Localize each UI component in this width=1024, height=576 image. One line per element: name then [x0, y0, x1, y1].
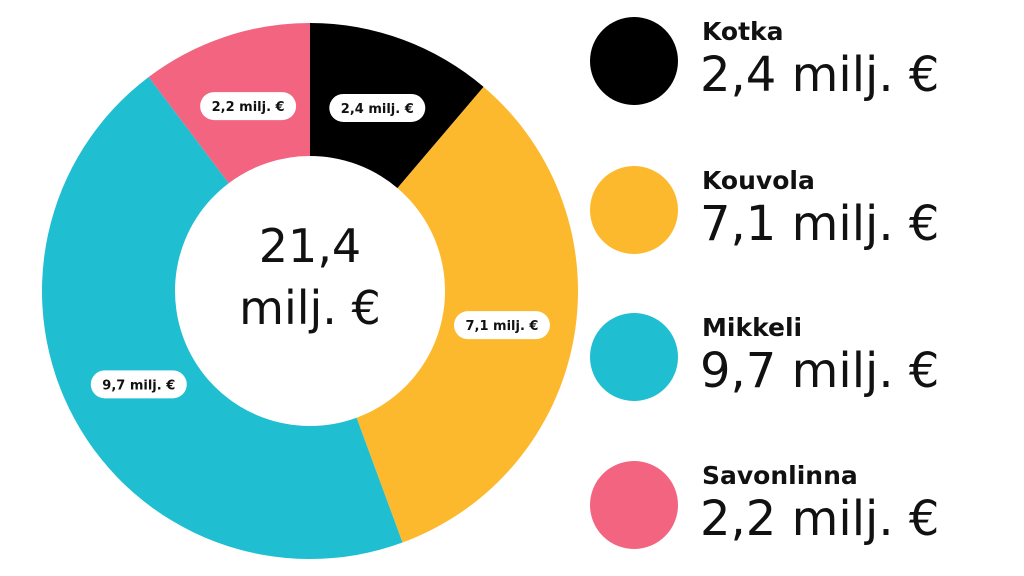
data-label-pill — [90, 370, 187, 399]
total-unit: milj. € — [239, 281, 381, 335]
legend-swatch — [590, 17, 678, 105]
legend-item-kouvola: Kouvola 7,1 milj. € — [590, 166, 1010, 266]
legend-value: 9,7 milj. € — [700, 343, 940, 399]
legend-name: Kouvola — [702, 166, 815, 195]
data-label-pill — [329, 93, 426, 122]
data-label-text: 7,1 milj. € — [465, 319, 538, 334]
legend-name: Kotka — [702, 17, 784, 46]
legend-swatch — [590, 313, 678, 401]
legend-item-kotka: Kotka 2,4 milj. € — [590, 17, 1010, 117]
data-label-pill — [200, 92, 297, 121]
total-label: 21,4 milj. € — [175, 215, 445, 339]
data-label: 2,2 milj. € — [200, 92, 297, 121]
data-label-text: 9,7 milj. € — [102, 378, 175, 393]
legend-item-mikkeli: Mikkeli 9,7 milj. € — [590, 313, 1010, 413]
legend-item-savonlinna: Savonlinna 2,2 milj. € — [590, 461, 1010, 561]
legend-value: 7,1 milj. € — [700, 196, 940, 252]
total-value: 21,4 — [258, 219, 362, 273]
data-label-text: 2,2 milj. € — [212, 100, 285, 115]
legend-value: 2,2 milj. € — [700, 491, 940, 547]
legend-value: 2,4 milj. € — [700, 47, 940, 103]
data-label: 9,7 milj. € — [90, 370, 187, 399]
data-label-text: 2,4 milj. € — [341, 102, 414, 117]
data-label-pill — [453, 311, 550, 340]
data-label: 2,4 milj. € — [329, 93, 426, 122]
legend-name: Mikkeli — [702, 313, 803, 342]
slice-mikkeli — [42, 76, 403, 559]
data-label: 7,1 milj. € — [453, 311, 550, 340]
legend-swatch — [590, 461, 678, 549]
legend-name: Savonlinna — [702, 461, 858, 490]
legend-swatch — [590, 166, 678, 254]
